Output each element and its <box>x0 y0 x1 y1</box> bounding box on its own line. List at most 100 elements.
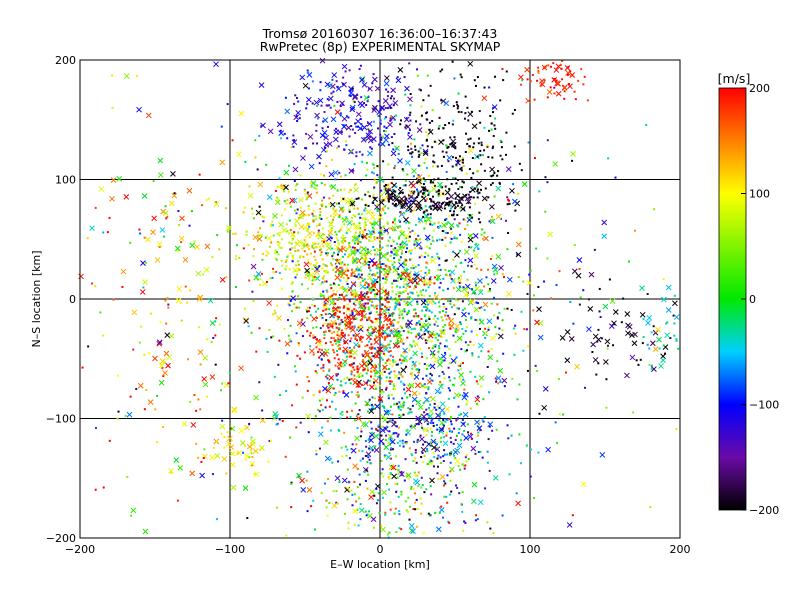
data-point-dot <box>456 307 459 310</box>
data-point-dot <box>418 247 421 250</box>
data-point-cross <box>186 187 193 194</box>
data-point-cross <box>162 370 168 376</box>
data-point-dot <box>353 207 356 210</box>
data-point-cross <box>274 199 281 206</box>
data-point-dot <box>367 121 370 124</box>
data-point-cross <box>377 331 384 338</box>
data-point-cross <box>203 267 210 273</box>
data-point-dot <box>480 233 483 236</box>
data-point-dot <box>371 300 374 303</box>
data-point-dot <box>337 242 340 245</box>
data-point-dot <box>425 245 428 248</box>
data-point-dot <box>412 267 415 270</box>
data-point-cross <box>429 477 435 484</box>
data-point-dot <box>384 277 387 280</box>
data-point-dot <box>315 129 318 132</box>
data-point-cross <box>509 187 515 194</box>
data-point-cross <box>380 253 387 259</box>
data-point-dot <box>342 124 345 127</box>
data-point-dot <box>379 316 382 319</box>
data-point-dot <box>333 283 336 286</box>
data-point-dot <box>455 237 458 240</box>
data-point-dot <box>391 290 394 293</box>
data-point-dot <box>356 236 359 239</box>
data-point-dot <box>475 380 478 383</box>
data-point-dot <box>386 327 389 330</box>
data-point-dot <box>326 98 329 101</box>
data-point-dot <box>265 281 268 284</box>
data-point-cross <box>373 339 380 345</box>
data-point-dot <box>419 497 422 500</box>
data-point-dot <box>330 223 333 226</box>
data-point-cross <box>555 90 562 97</box>
data-point-cross <box>255 271 262 277</box>
data-point-dot <box>442 460 445 463</box>
data-point-dot <box>334 339 337 342</box>
data-point-cross <box>393 373 400 380</box>
data-point-dot <box>363 102 366 105</box>
data-point-dot <box>464 521 467 524</box>
data-point-cross <box>227 435 233 442</box>
data-point-dot <box>476 382 479 385</box>
data-point-dot <box>599 316 602 319</box>
data-point-dot <box>311 303 314 306</box>
data-point-dot <box>407 477 410 480</box>
data-point-cross <box>329 83 336 90</box>
data-point-cross <box>371 260 378 267</box>
data-point-dot <box>359 276 362 279</box>
data-point-dot <box>384 205 387 208</box>
data-point-dot <box>451 297 454 300</box>
data-point-dot <box>363 471 366 474</box>
data-point-dot <box>371 162 374 165</box>
data-point-dot <box>453 218 456 221</box>
data-point-dot <box>422 305 425 308</box>
data-point-dot <box>340 175 343 178</box>
data-point-dot <box>441 371 444 374</box>
data-point-dot <box>466 400 469 403</box>
data-point-dot <box>388 430 391 433</box>
data-point-dot <box>462 309 465 312</box>
data-point-dot <box>250 452 253 455</box>
data-point-dot <box>401 252 404 255</box>
data-point-cross <box>604 338 611 345</box>
data-point-dot <box>378 403 381 406</box>
data-point-dot <box>465 132 468 135</box>
data-point-dot <box>514 324 517 327</box>
data-point-cross <box>276 315 282 321</box>
data-point-dot <box>369 300 372 303</box>
data-point-dot <box>432 165 435 168</box>
data-point-dot <box>392 248 395 251</box>
data-point-cross <box>396 330 402 337</box>
data-point-dot <box>334 209 337 212</box>
data-point-dot <box>393 388 396 391</box>
data-point-cross <box>391 225 398 232</box>
data-point-dot <box>463 467 466 470</box>
data-point-cross <box>145 112 152 119</box>
data-point-dot <box>397 464 400 467</box>
data-point-dot <box>430 431 433 434</box>
data-point-dot <box>464 330 467 333</box>
data-point-dot <box>429 485 432 488</box>
data-point-cross <box>552 161 559 167</box>
data-point-dot <box>429 372 432 375</box>
data-point-dot <box>380 232 383 235</box>
data-point-dot <box>380 296 383 299</box>
colorbar-tick-label: −200 <box>749 504 779 517</box>
data-point-cross <box>454 252 460 258</box>
data-point-dot <box>463 520 466 523</box>
data-point-dot <box>381 303 384 306</box>
data-point-dot <box>529 448 532 451</box>
data-point-cross <box>673 314 680 320</box>
data-point-dot <box>491 254 494 257</box>
data-point-dot <box>465 349 468 352</box>
data-point-dot <box>278 186 281 189</box>
data-point-cross <box>252 234 259 241</box>
data-point-cross <box>374 85 381 92</box>
data-point-dot <box>333 251 336 254</box>
data-point-dot <box>428 128 431 131</box>
data-point-cross <box>360 246 367 252</box>
data-point-dot <box>381 237 384 240</box>
data-point-cross <box>404 85 410 92</box>
data-point-cross <box>214 452 221 459</box>
data-point-dot <box>369 146 372 149</box>
